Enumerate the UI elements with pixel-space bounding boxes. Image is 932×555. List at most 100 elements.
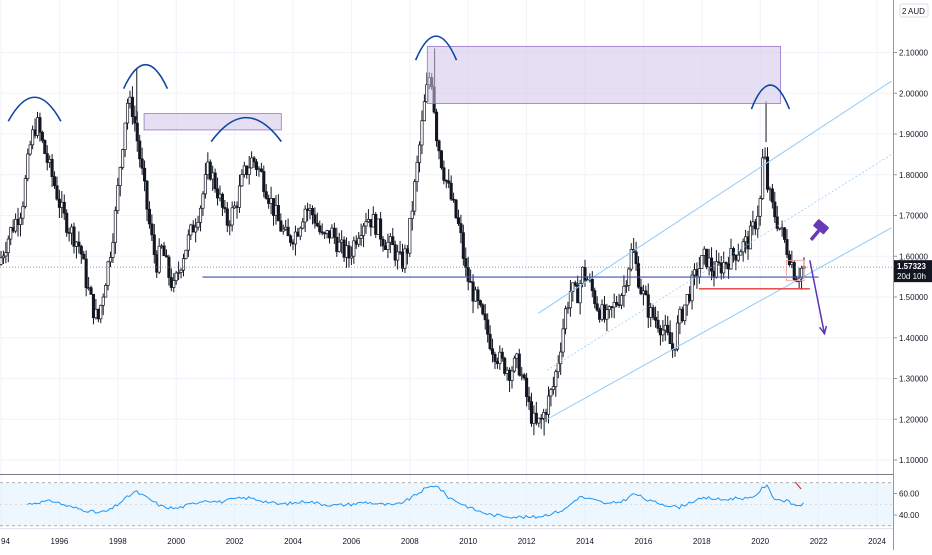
candle	[344, 237, 349, 268]
x-tick-label: 2020	[751, 537, 769, 546]
currency-badge-unit: AUD	[908, 7, 925, 16]
candle	[374, 212, 378, 238]
x-tick-label: 94	[1, 537, 10, 546]
candle	[627, 267, 631, 292]
candle	[250, 151, 254, 169]
candle	[337, 232, 341, 253]
candle	[563, 305, 568, 335]
candle	[576, 275, 580, 304]
peak-arc[interactable]	[7, 96, 62, 122]
candle	[116, 177, 120, 214]
candle	[147, 201, 151, 229]
peak-arc[interactable]	[750, 84, 791, 110]
candle	[705, 248, 709, 270]
candle	[254, 158, 259, 176]
candle	[525, 373, 529, 407]
channel-line-upper[interactable]	[538, 80, 892, 314]
x-tick-label: 2018	[693, 537, 711, 546]
candle	[9, 226, 13, 246]
currency-badge[interactable]: 2 AUD	[899, 3, 929, 18]
candle	[527, 386, 531, 411]
candle	[138, 134, 142, 168]
candle	[298, 226, 302, 241]
candle	[223, 199, 227, 213]
candle	[617, 293, 621, 308]
peak-arc[interactable]	[210, 117, 282, 143]
candle	[396, 244, 400, 270]
candle	[111, 233, 115, 263]
candle	[712, 261, 716, 287]
candle	[405, 245, 409, 265]
candle	[28, 140, 32, 156]
candle	[666, 315, 670, 336]
y-tick-label: 1.10000	[899, 456, 928, 465]
candle	[79, 244, 83, 264]
candle	[96, 308, 100, 323]
candle	[14, 213, 18, 234]
current-range-box[interactable]	[786, 259, 805, 282]
candle	[174, 270, 178, 285]
candle	[622, 275, 626, 308]
candle	[692, 263, 697, 286]
candle	[542, 408, 546, 421]
candle	[398, 240, 402, 255]
rsi-line	[27, 484, 804, 520]
candle	[532, 405, 536, 436]
candle	[264, 184, 268, 200]
candle	[566, 301, 570, 314]
candle	[379, 212, 383, 247]
candle	[658, 325, 662, 346]
candle	[595, 296, 599, 312]
candle	[121, 148, 125, 170]
candle	[48, 155, 52, 168]
candle	[731, 246, 735, 263]
peak-arc[interactable]	[122, 63, 169, 89]
candle	[4, 241, 8, 264]
candle	[108, 251, 113, 267]
candle	[559, 342, 563, 376]
candle	[67, 227, 71, 242]
candle	[568, 279, 572, 317]
candle	[590, 271, 594, 298]
candle	[464, 247, 468, 277]
resistance-zone[interactable]	[426, 45, 782, 104]
candle	[6, 235, 10, 263]
rsi-red-mark	[794, 481, 802, 490]
candle	[495, 357, 499, 369]
candle	[203, 162, 207, 199]
candle	[359, 223, 363, 246]
candle	[157, 238, 161, 275]
candle	[381, 236, 385, 252]
candle	[727, 256, 731, 279]
channel-line-lower[interactable]	[546, 227, 892, 420]
candle	[461, 224, 465, 266]
candle	[55, 176, 59, 201]
candle	[347, 241, 351, 268]
candle	[150, 214, 154, 241]
candle	[301, 218, 305, 230]
candle	[62, 194, 66, 220]
candle	[60, 191, 64, 219]
candle	[605, 303, 609, 332]
candle	[286, 218, 290, 237]
y-tick-label: 1.30000	[899, 375, 928, 384]
candle	[342, 236, 346, 262]
candle	[700, 255, 704, 269]
candle	[403, 244, 407, 274]
candle	[422, 94, 426, 122]
candle	[383, 239, 388, 250]
down-arrow[interactable]	[809, 260, 826, 334]
candle	[313, 207, 317, 229]
peak-arc[interactable]	[414, 35, 458, 61]
y-tick-label: 1.20000	[899, 415, 928, 424]
candle	[201, 191, 205, 216]
candle	[493, 351, 497, 370]
gavel-icon[interactable]	[805, 219, 829, 244]
candle	[289, 234, 293, 247]
candle	[327, 230, 332, 244]
candle	[213, 168, 217, 193]
candle	[539, 413, 543, 429]
candle	[335, 227, 339, 257]
rsi-pane	[0, 474, 893, 529]
